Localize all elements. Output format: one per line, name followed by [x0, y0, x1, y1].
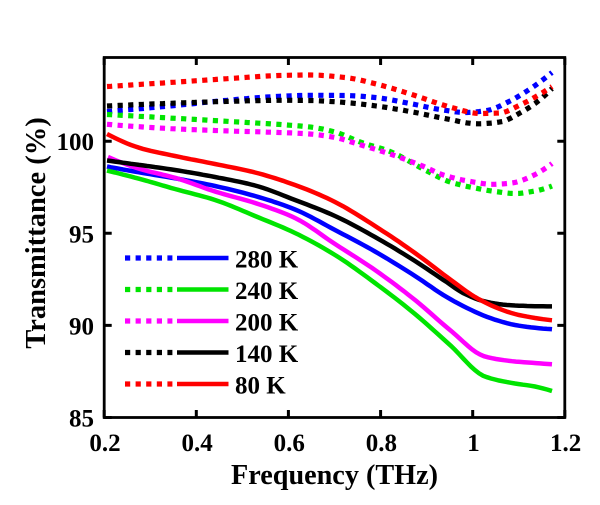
- svg-text:Transmittance (%): Transmittance (%): [21, 117, 52, 348]
- svg-text:95: 95: [69, 221, 94, 248]
- svg-text:Frequency (THz): Frequency (THz): [231, 460, 438, 491]
- svg-text:0.6: 0.6: [274, 430, 305, 457]
- svg-text:0.2: 0.2: [89, 430, 120, 457]
- svg-text:80 K: 80 K: [235, 373, 286, 400]
- svg-text:1: 1: [467, 430, 480, 457]
- svg-text:1.2: 1.2: [550, 430, 581, 457]
- svg-text:200 K: 200 K: [235, 310, 299, 337]
- svg-text:85: 85: [69, 406, 94, 433]
- svg-text:100: 100: [57, 129, 95, 156]
- svg-text:0.8: 0.8: [366, 430, 397, 457]
- svg-text:140 K: 140 K: [235, 341, 299, 368]
- svg-text:90: 90: [69, 313, 94, 340]
- svg-text:0.4: 0.4: [181, 430, 213, 457]
- svg-text:240 K: 240 K: [235, 278, 299, 305]
- svg-text:280 K: 280 K: [235, 247, 299, 274]
